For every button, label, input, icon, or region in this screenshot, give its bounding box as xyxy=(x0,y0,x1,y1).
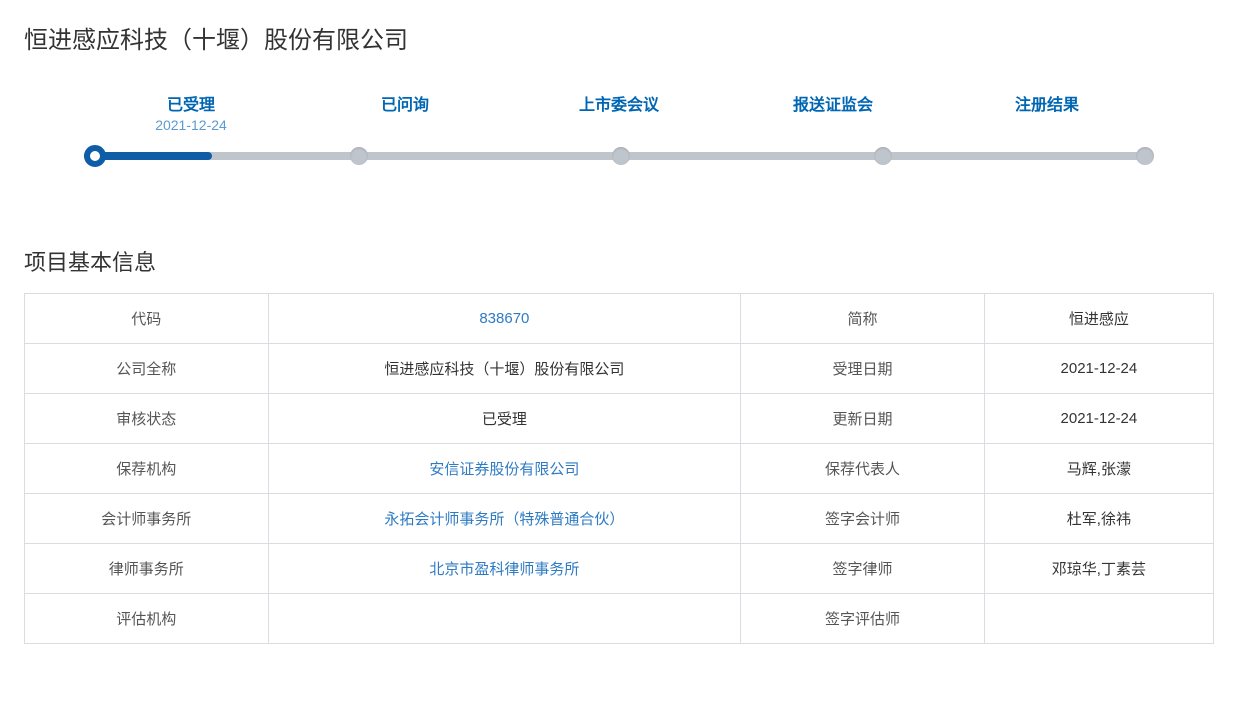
progress-step-3: 报送证监会 xyxy=(726,91,940,135)
row-label-2: 签字评估师 xyxy=(741,594,985,644)
progress-step-1: 已问询 xyxy=(298,91,512,135)
progress-step-date xyxy=(512,117,726,135)
table-row: 保荐机构安信证券股份有限公司保荐代表人马辉,张濛 xyxy=(25,444,1214,494)
table-row: 律师事务所北京市盈科律师事务所签字律师邓琼华,丁素芸 xyxy=(25,544,1214,594)
progress-step-name: 注册结果 xyxy=(940,91,1154,115)
progress-node-1 xyxy=(350,147,368,165)
progress-step-date xyxy=(298,117,512,135)
row-label-1: 公司全称 xyxy=(25,344,269,394)
row-value-1 xyxy=(268,594,741,644)
row-value-2: 2021-12-24 xyxy=(984,394,1213,444)
progress-step-name: 已问询 xyxy=(298,91,512,115)
table-row: 审核状态已受理更新日期2021-12-24 xyxy=(25,394,1214,444)
row-value-1[interactable]: 永拓会计师事务所（特殊普通合伙） xyxy=(268,494,741,544)
progress-node-2 xyxy=(612,147,630,165)
row-label-2: 受理日期 xyxy=(741,344,985,394)
row-label-1: 评估机构 xyxy=(25,594,269,644)
row-value-1: 已受理 xyxy=(268,394,741,444)
row-label-2: 签字律师 xyxy=(741,544,985,594)
row-value-2: 杜军,徐祎 xyxy=(984,494,1213,544)
row-label-1: 代码 xyxy=(25,294,269,344)
table-row: 公司全称恒进感应科技（十堰）股份有限公司受理日期2021-12-24 xyxy=(25,344,1214,394)
row-label-2: 简称 xyxy=(741,294,985,344)
info-table: 代码838670简称恒进感应公司全称恒进感应科技（十堰）股份有限公司受理日期20… xyxy=(24,293,1214,644)
table-row: 会计师事务所永拓会计师事务所（特殊普通合伙）签字会计师杜军,徐祎 xyxy=(25,494,1214,544)
progress-node-4 xyxy=(1136,147,1154,165)
row-label-2: 签字会计师 xyxy=(741,494,985,544)
row-value-1: 恒进感应科技（十堰）股份有限公司 xyxy=(268,344,741,394)
row-label-1: 律师事务所 xyxy=(25,544,269,594)
progress-step-2: 上市委会议 xyxy=(512,91,726,135)
row-value-2: 2021-12-24 xyxy=(984,344,1213,394)
company-title: 恒进感应科技（十堰）股份有限公司 xyxy=(24,20,1214,55)
progress-stepper: 已受理 2021-12-24已问询上市委会议报送证监会注册结果 xyxy=(24,91,1214,165)
progress-step-0: 已受理 2021-12-24 xyxy=(84,91,298,135)
row-value-2: 恒进感应 xyxy=(984,294,1213,344)
progress-node-3 xyxy=(874,147,892,165)
row-label-1: 审核状态 xyxy=(25,394,269,444)
progress-step-name: 上市委会议 xyxy=(512,91,726,115)
section-title: 项目基本信息 xyxy=(24,245,1214,277)
table-row: 代码838670简称恒进感应 xyxy=(25,294,1214,344)
row-value-2: 马辉,张濛 xyxy=(984,444,1213,494)
row-label-2: 更新日期 xyxy=(741,394,985,444)
row-value-1[interactable]: 安信证券股份有限公司 xyxy=(268,444,741,494)
table-row: 评估机构 签字评估师 xyxy=(25,594,1214,644)
row-value-2 xyxy=(984,594,1213,644)
row-value-1[interactable]: 北京市盈科律师事务所 xyxy=(268,544,741,594)
row-value-2: 邓琼华,丁素芸 xyxy=(984,544,1213,594)
progress-step-name: 报送证监会 xyxy=(726,91,940,115)
row-value-1[interactable]: 838670 xyxy=(268,294,741,344)
row-label-1: 保荐机构 xyxy=(25,444,269,494)
row-label-1: 会计师事务所 xyxy=(25,494,269,544)
progress-node-0 xyxy=(84,145,106,167)
row-label-2: 保荐代表人 xyxy=(741,444,985,494)
progress-step-date: 2021-12-24 xyxy=(84,117,298,135)
progress-step-name: 已受理 xyxy=(84,91,298,115)
progress-step-date xyxy=(940,117,1154,135)
progress-step-date xyxy=(726,117,940,135)
progress-step-4: 注册结果 xyxy=(940,91,1154,135)
progress-bar xyxy=(84,147,1154,165)
